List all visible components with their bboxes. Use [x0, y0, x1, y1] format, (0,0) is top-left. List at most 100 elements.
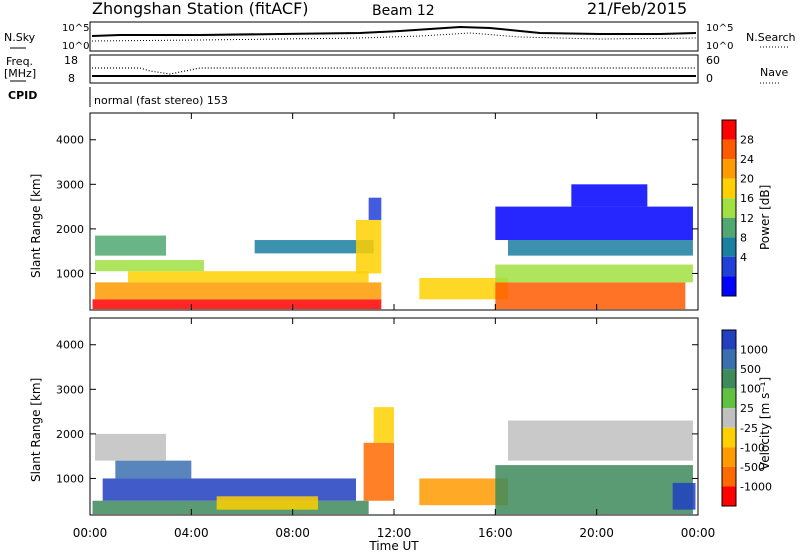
colorbar-tick-label: 20: [740, 173, 754, 186]
cpid-label: CPID: [8, 89, 37, 102]
power-heatmap-bands: [92, 184, 693, 310]
station-title: Zhongshan Station (fitACF): [92, 0, 309, 18]
velocity-ylabel: Slant Range [km]: [29, 378, 43, 482]
power-y-ticks: 1000 2000 3000 4000: [56, 134, 698, 280]
colorbar-segment: [722, 139, 736, 160]
colorbar-frame: [721, 119, 737, 297]
velocity-colorbar-label: Velocity [m s⁻¹]: [758, 377, 772, 470]
range-band: [373, 407, 394, 443]
colorbar-segment: [722, 369, 736, 389]
nsky-scale-bottom: 10^0: [62, 41, 89, 52]
range-band: [254, 240, 374, 254]
nsky-label: N.Sky: [4, 31, 36, 44]
colorbar-tick-label: 500: [740, 363, 761, 376]
nave-label: Nave: [760, 66, 788, 79]
power-colorbar: 28 24 20 16 12 8 4: [721, 119, 754, 297]
x-tick-label: 04:00: [174, 526, 209, 540]
colorbar-tick-label: -25: [740, 422, 758, 435]
x-tick-label: 00:00: [73, 526, 108, 540]
colorbar-segment: [722, 330, 736, 350]
colorbar-segment: [722, 237, 736, 257]
colorbar-tick-label: 16: [740, 192, 754, 205]
colorbar-segment: [722, 159, 736, 179]
colorbar-segment: [722, 178, 736, 199]
time-axis-label: Time UT: [368, 539, 419, 553]
nave-scale-bottom: 0: [706, 72, 713, 85]
colorbar-segment: [722, 256, 736, 277]
range-band: [92, 299, 382, 310]
nave-scale-top: 60: [706, 54, 720, 67]
nsearch-scale-bottom: 10^0: [706, 41, 733, 52]
colorbar-segment: [722, 447, 736, 467]
range-band: [95, 433, 166, 461]
range-band: [672, 482, 696, 510]
colorbar-tick-label: 25: [740, 402, 754, 415]
y-tick-label: 2000: [56, 223, 84, 236]
range-band: [495, 206, 693, 241]
x-tick-label: 00:00: [681, 526, 716, 540]
nsearch-scale-top: 10^5: [706, 23, 733, 34]
x-tick-label: 20:00: [579, 526, 614, 540]
velocity-panel: 1000 2000 3000 4000 Slant Range [km]: [29, 317, 699, 516]
colorbar-tick-label: 100: [740, 383, 761, 396]
cpid-text: normal (fast stereo) 153: [94, 94, 228, 107]
x-tick-label: 16:00: [478, 526, 513, 540]
y-tick-label: 4000: [56, 134, 84, 147]
colorbar-tick-label: -100: [740, 441, 765, 454]
power-ylabel: Slant Range [km]: [29, 174, 43, 278]
colorbar-tick-label: 28: [740, 134, 754, 147]
time-axis-ticks: 00:00 04:00 08:00 12:00 16:00 20:00 00:00: [73, 113, 716, 540]
colorbar-segment: [722, 120, 736, 140]
range-band: [571, 184, 648, 207]
y-tick-label: 3000: [56, 383, 84, 396]
colorbar-segment: [722, 466, 736, 487]
colorbar-tick-label: 1000: [740, 344, 768, 357]
colorbar-tick-label: -500: [740, 461, 765, 474]
power-panel: 1000 2000 3000 4000 Slant Range [km]: [29, 112, 699, 311]
range-band: [419, 478, 508, 506]
range-band: [363, 442, 394, 501]
colorbar-segment: [722, 408, 736, 428]
range-band: [216, 496, 318, 510]
colorbar-segment: [722, 198, 736, 218]
range-band: [419, 277, 508, 300]
x-tick-label: 08:00: [275, 526, 310, 540]
colorbar-segment: [722, 486, 736, 506]
range-band: [508, 240, 693, 256]
velocity-heatmap-bands: [92, 407, 696, 515]
colorbar-tick-label: 4: [740, 251, 747, 264]
freq-strip-frame: [89, 54, 699, 84]
range-band: [128, 271, 369, 283]
range-band: [368, 197, 382, 220]
y-tick-label: 4000: [56, 339, 84, 352]
beam-label: Beam 12: [372, 3, 435, 19]
range-band: [95, 260, 204, 272]
range-band: [495, 264, 693, 283]
nsky-trace: [91, 25, 697, 37]
colorbar-tick-label: 24: [740, 153, 754, 166]
velocity-colorbar: 1000 500 100 25 -25 -100 -500 -1000: [721, 329, 772, 507]
range-band: [495, 465, 693, 515]
y-tick-label: 1000: [56, 472, 84, 485]
range-band: [95, 235, 166, 256]
colorbar-segment: [722, 427, 736, 448]
nsearch-label: N.Search: [746, 31, 796, 44]
velocity-y-ticks: 1000 2000 3000 4000: [56, 339, 698, 485]
range-band: [495, 282, 686, 310]
range-band: [102, 478, 357, 501]
nave-trace: [92, 67, 696, 75]
y-tick-label: 1000: [56, 267, 84, 280]
colorbar-segment: [722, 349, 736, 370]
date-label: 21/Feb/2015: [587, 0, 687, 18]
freq-label-1: Freq.: [6, 55, 33, 68]
freq-scale-top: 18: [64, 54, 78, 67]
range-band: [95, 282, 382, 300]
colorbar-segment: [722, 276, 736, 296]
colorbar-tick-label: 12: [740, 212, 754, 225]
range-band: [356, 219, 382, 274]
power-colorbar-label: Power [dB]: [758, 185, 772, 250]
x-tick-label: 12:00: [377, 526, 412, 540]
colorbar-segment: [722, 217, 736, 238]
colorbar-tick-label: 8: [740, 231, 747, 244]
